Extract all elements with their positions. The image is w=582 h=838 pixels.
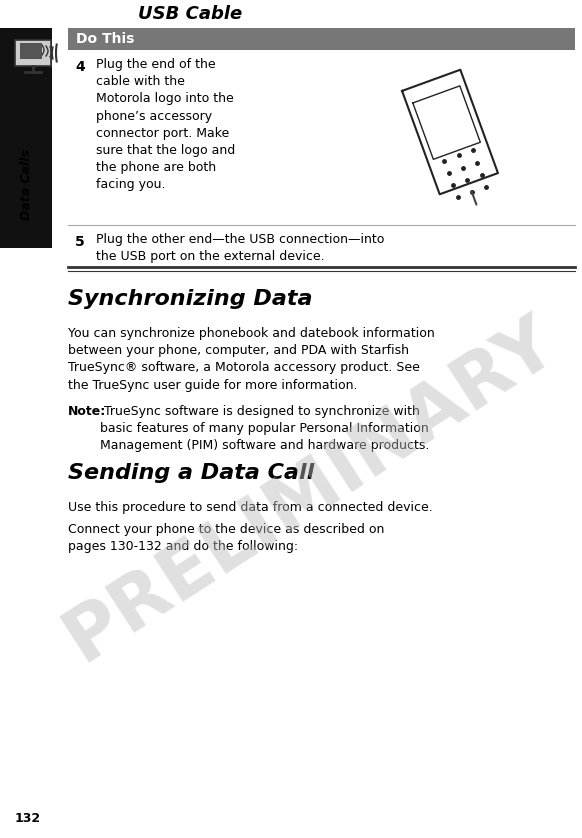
- Text: 4: 4: [75, 60, 85, 74]
- Text: Plug the end of the
cable with the
Motorola logo into the
phone’s accessory
conn: Plug the end of the cable with the Motor…: [96, 58, 235, 191]
- Text: USB Cable: USB Cable: [138, 5, 242, 23]
- Text: Synchronizing Data: Synchronizing Data: [68, 289, 313, 309]
- Text: 132: 132: [15, 811, 41, 825]
- Text: Connect your phone to the device as described on
pages 130-132 and do the follow: Connect your phone to the device as desc…: [68, 523, 384, 553]
- Text: Use this procedure to send data from a connected device.: Use this procedure to send data from a c…: [68, 501, 433, 514]
- Text: TrueSync software is designed to synchronize with
basic features of many popular: TrueSync software is designed to synchro…: [100, 405, 430, 453]
- Bar: [68, 28, 575, 50]
- Bar: [0, 28, 52, 248]
- Text: PRELIMINARY: PRELIMINARY: [51, 304, 569, 676]
- Bar: [15, 40, 51, 66]
- Text: Sending a Data Call: Sending a Data Call: [68, 463, 314, 483]
- Bar: [20, 43, 42, 59]
- Text: Data Calls: Data Calls: [20, 149, 33, 220]
- Text: Do This: Do This: [76, 32, 134, 46]
- Text: You can synchronize phonebook and datebook information
between your phone, compu: You can synchronize phonebook and datebo…: [68, 327, 435, 391]
- Text: Note:: Note:: [68, 405, 107, 418]
- Text: 5: 5: [75, 235, 85, 249]
- Text: Plug the other end—the USB connection—into
the USB port on the external device.: Plug the other end—the USB connection—in…: [96, 233, 384, 263]
